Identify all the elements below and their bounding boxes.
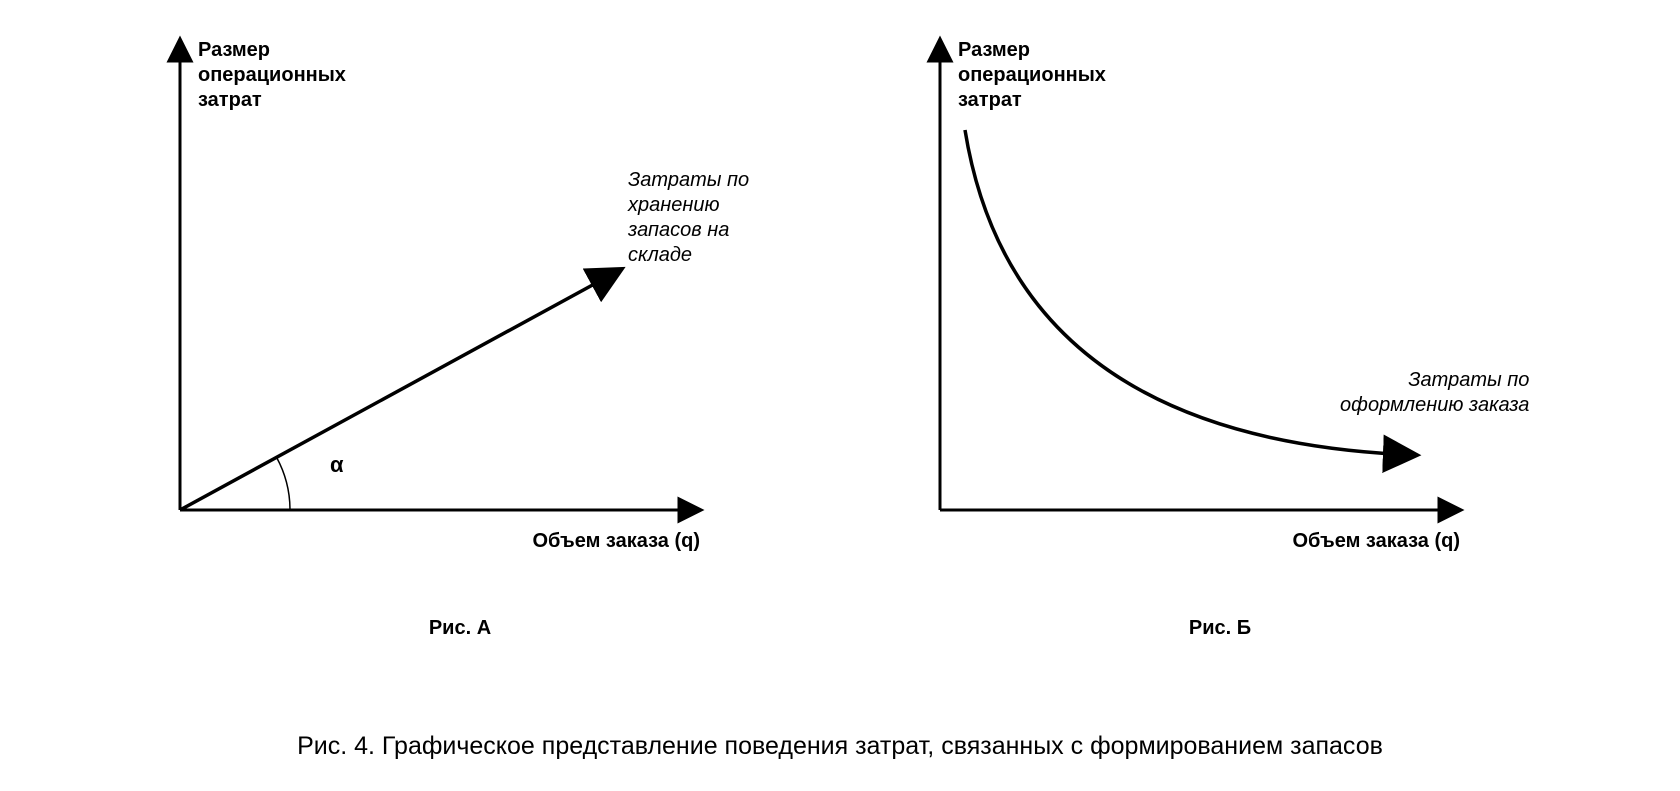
panel-b-y-label-line-1: Размер	[958, 38, 1106, 63]
panel-b-curve-label-line-1: Затраты по	[1340, 368, 1529, 393]
panel-a-curve-label: Затраты по хранению запасов на складе	[628, 168, 749, 268]
panel-a-cost-line	[180, 270, 620, 510]
panel-a-y-label-line-1: Размер	[198, 38, 346, 63]
panel-b-x-label: Объем заказа (q)	[1200, 530, 1460, 553]
panel-b-y-label-line-3: затрат	[958, 88, 1106, 113]
panel-a-angle-label: α	[330, 452, 344, 478]
panel-a-y-label-line-2: операционных	[198, 63, 346, 88]
panel-a-x-label: Объем заказа (q)	[440, 530, 700, 553]
panels-row: Размер операционных затрат Затраты по хр…	[0, 0, 1680, 640]
panel-a-caption: Рис. А	[120, 617, 800, 640]
panel-a-curve-label-line-2: хранению	[628, 193, 749, 218]
panel-a-curve-label-line-3: запасов на	[628, 218, 749, 243]
panel-b-y-label: Размер операционных затрат	[958, 38, 1106, 113]
panel-b-caption: Рис. Б	[880, 617, 1560, 640]
panel-a-y-label: Размер операционных затрат	[198, 38, 346, 113]
panel-b-curve-label-line-2: оформлению заказа	[1340, 393, 1529, 418]
panel-a-curve-label-line-1: Затраты по	[628, 168, 749, 193]
panel-b-curve-label: Затраты по оформлению заказа	[1340, 368, 1529, 418]
figure-container: Размер операционных затрат Затраты по хр…	[0, 0, 1680, 791]
panel-a-curve-label-line-4: складе	[628, 243, 749, 268]
panel-a-y-label-line-3: затрат	[198, 88, 346, 113]
panel-a: Размер операционных затрат Затраты по хр…	[120, 20, 800, 640]
panel-b-y-label-line-2: операционных	[958, 63, 1106, 88]
panel-a-angle-arc	[277, 457, 290, 510]
figure-caption: Рис. 4. Графическое представление поведе…	[0, 732, 1680, 761]
panel-b: Размер операционных затрат Затраты по оф…	[880, 20, 1560, 640]
